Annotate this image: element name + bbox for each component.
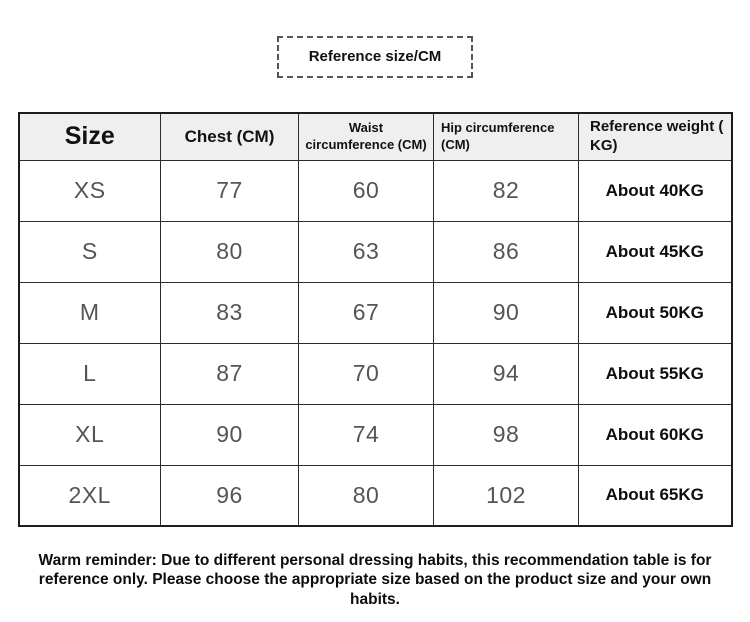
- size-cell: S: [18, 220, 161, 283]
- waist-cell: 74: [298, 403, 434, 466]
- chest-cell: 90: [160, 403, 299, 466]
- size-cell: XS: [18, 159, 161, 222]
- size-cell: M: [18, 281, 161, 344]
- chest-cell: 96: [160, 464, 299, 527]
- table-row-2xl: 2XL 96 80 102 About 65KG: [18, 464, 732, 527]
- hip-cell: 102: [433, 464, 579, 527]
- size-cell: 2XL: [18, 464, 161, 527]
- reminder-text: Warm reminder: Due to different personal…: [38, 552, 712, 608]
- table-row-m: M 83 67 90 About 50KG: [18, 281, 732, 344]
- waist-cell: 60: [298, 159, 434, 222]
- size-cell: L: [18, 342, 161, 405]
- chest-cell: 83: [160, 281, 299, 344]
- hip-cell: 94: [433, 342, 579, 405]
- size-chart-page: Reference size/CM Size Chest (CM) Waist …: [0, 36, 750, 622]
- size-table-body: XS 77 60 82 About 40KG S 80 63 86 About …: [18, 159, 732, 527]
- waist-cell: 70: [298, 342, 434, 405]
- table-row-xs: XS 77 60 82 About 40KG: [18, 159, 732, 222]
- hip-cell: 86: [433, 220, 579, 283]
- table-row-l: L 87 70 94 About 55KG: [18, 342, 732, 405]
- waist-cell: 67: [298, 281, 434, 344]
- col-header-size: Size: [18, 112, 161, 161]
- col-header-weight: Reference weight ( KG): [578, 112, 732, 161]
- hip-cell: 98: [433, 403, 579, 466]
- weight-cell: About 50KG: [578, 281, 732, 344]
- chest-cell: 77: [160, 159, 299, 222]
- col-header-waist: Waist circumference (CM): [298, 112, 434, 161]
- col-header-chest: Chest (CM): [160, 112, 299, 161]
- waist-cell: 80: [298, 464, 434, 527]
- reference-size-title-box: Reference size/CM: [277, 36, 473, 78]
- weight-cell: About 55KG: [578, 342, 732, 405]
- table-row-s: S 80 63 86 About 45KG: [18, 220, 732, 283]
- page-title: Reference size/CM: [308, 48, 442, 65]
- header-row: Size Chest (CM) Waist circumference (CM)…: [18, 112, 732, 161]
- hip-cell: 82: [433, 159, 579, 222]
- chest-cell: 87: [160, 342, 299, 405]
- weight-cell: About 65KG: [578, 464, 732, 527]
- waist-cell: 63: [298, 220, 434, 283]
- weight-cell: About 45KG: [578, 220, 732, 283]
- size-table: Size Chest (CM) Waist circumference (CM)…: [17, 112, 733, 527]
- table-row-xl: XL 90 74 98 About 60KG: [18, 403, 732, 466]
- hip-cell: 90: [433, 281, 579, 344]
- weight-cell: About 40KG: [578, 159, 732, 222]
- chest-cell: 80: [160, 220, 299, 283]
- size-cell: XL: [18, 403, 161, 466]
- size-table-header: Size Chest (CM) Waist circumference (CM)…: [18, 112, 732, 161]
- weight-cell: About 60KG: [578, 403, 732, 466]
- col-header-hip: Hip circumference (CM): [433, 112, 579, 161]
